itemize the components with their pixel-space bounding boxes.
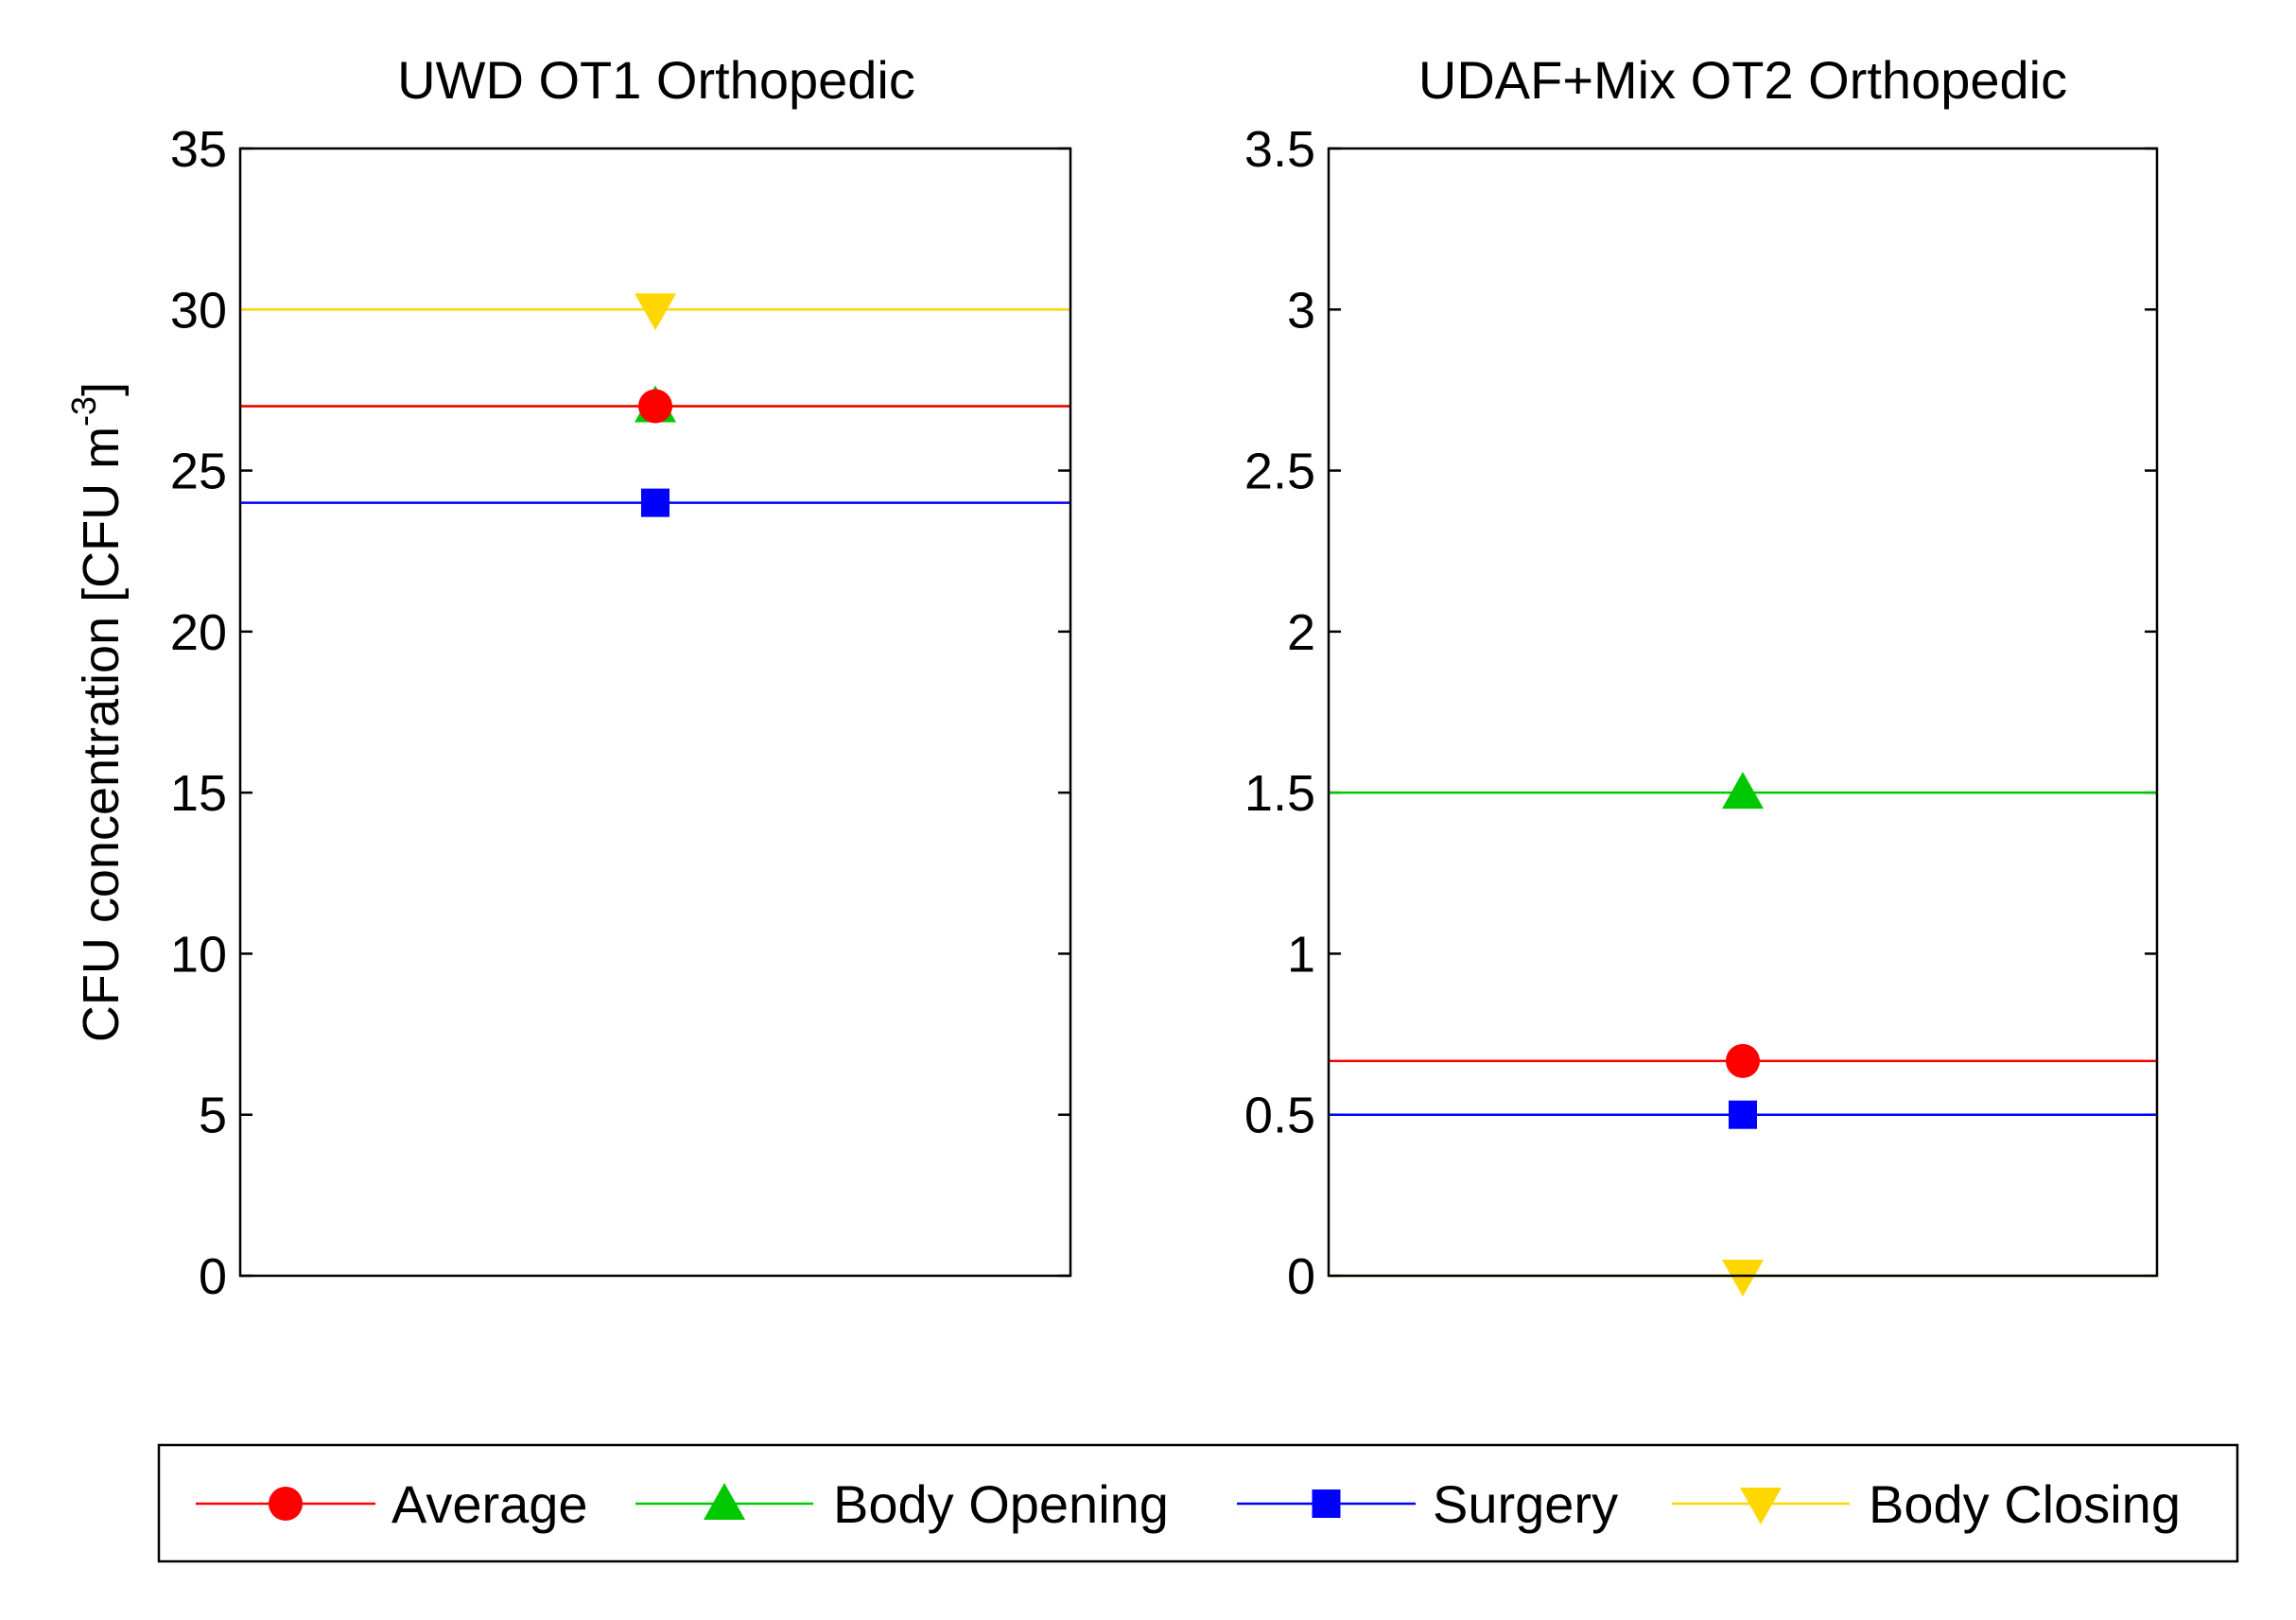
left-chart-title: UWD OT1 Orthopedic xyxy=(397,50,915,110)
legend-box xyxy=(157,1443,2239,1563)
left-surgery-marker xyxy=(641,488,670,517)
right-ytick-label: 3 xyxy=(1287,282,1315,339)
left-y-ticks: 0 5 10 15 20 25 30 35 xyxy=(170,121,1070,1305)
left-average-marker xyxy=(638,389,672,424)
legend-item-average: Average xyxy=(196,1474,588,1534)
legend-item-surgery: Surgery xyxy=(1237,1474,1618,1534)
right-ytick-label: 1 xyxy=(1287,926,1315,983)
left-ytick-label: 30 xyxy=(170,282,227,339)
right-plot-frame xyxy=(1327,147,2159,1278)
y-axis-label: CFU concentration [CFU m-3] xyxy=(64,382,130,1042)
legend: Average Body Opening Surgery Body Closing xyxy=(157,1443,2239,1563)
legend-body-opening-marker xyxy=(704,1483,745,1520)
right-surgery-marker xyxy=(1729,1100,1757,1129)
left-ytick-label: 20 xyxy=(170,604,227,661)
right-average-marker xyxy=(1726,1043,1760,1078)
right-ytick-label: 2 xyxy=(1287,604,1315,661)
left-ytick-label: 15 xyxy=(170,765,227,822)
left-panel: UWD OT1 Orthopedic 0 5 10 15 20 25 30 35 CFU co… xyxy=(64,50,1072,1305)
left-ytick-label: 0 xyxy=(199,1248,227,1305)
right-y-ticks: 0 0.5 1 1.5 2 2.5 3 3.5 xyxy=(1244,121,2157,1305)
legend-average-marker xyxy=(269,1487,303,1521)
y-axis-label-close: ] xyxy=(73,382,130,396)
legend-surgery-marker xyxy=(1312,1489,1341,1518)
legend-label-surgery: Surgery xyxy=(1433,1474,1618,1534)
legend-label-body-opening: Body Opening xyxy=(833,1474,1169,1534)
right-ytick-label: 0.5 xyxy=(1244,1088,1315,1144)
right-body-closing-marker xyxy=(1722,1260,1764,1297)
left-ytick-label: 5 xyxy=(199,1088,227,1144)
left-plot-frame xyxy=(238,147,1072,1278)
left-body-closing-marker xyxy=(635,293,676,331)
right-body-opening-marker xyxy=(1722,772,1764,810)
right-series xyxy=(1329,772,2157,1297)
y-axis-label-main: CFU concentration [CFU m xyxy=(73,427,130,1042)
left-ytick-label: 10 xyxy=(170,926,227,983)
legend-label-average: Average xyxy=(391,1474,588,1534)
right-ytick-label: 2.5 xyxy=(1244,444,1315,500)
right-ytick-label: 3.5 xyxy=(1244,121,1315,178)
left-series xyxy=(240,293,1070,517)
right-panel: UDAF+Mix OT2 Orthopedic 0 0.5 1 1.5 2 2.5 3 3.5 xyxy=(1244,50,2159,1305)
right-ytick-label: 1.5 xyxy=(1244,765,1315,822)
right-ytick-label: 0 xyxy=(1287,1248,1315,1305)
left-ytick-label: 25 xyxy=(170,444,227,500)
left-ytick-label: 35 xyxy=(170,121,227,178)
y-axis-label-exponent: -3 xyxy=(64,396,103,427)
right-chart-title: UDAF+Mix OT2 Orthopedic xyxy=(1418,50,2067,110)
legend-body-closing-marker xyxy=(1740,1488,1782,1524)
legend-item-body-closing: Body Closing xyxy=(1672,1474,2181,1534)
legend-item-body-opening: Body Opening xyxy=(635,1474,1169,1534)
legend-label-body-closing: Body Closing xyxy=(1869,1474,2181,1534)
legend-items: Average Body Opening Surgery Body Closing xyxy=(196,1474,2181,1534)
